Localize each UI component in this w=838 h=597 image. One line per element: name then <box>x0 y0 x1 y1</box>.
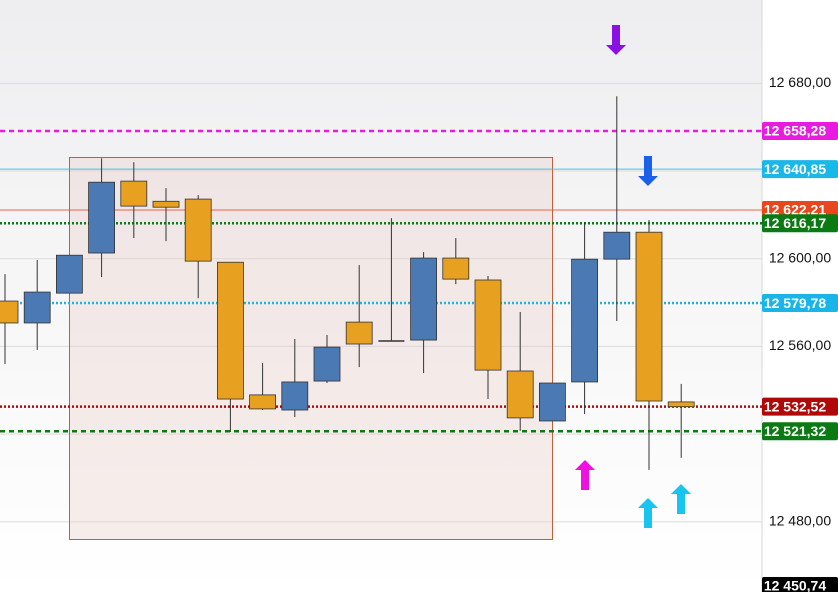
candle-body <box>603 231 631 260</box>
price-label: 12 658,28 <box>764 123 826 139</box>
candle-body <box>506 370 534 419</box>
candle-body <box>152 200 180 208</box>
candle-body <box>216 261 244 400</box>
plot-background <box>0 0 762 592</box>
y-tick-label: 12 600,00 <box>769 249 831 265</box>
price-label-box <box>762 422 838 441</box>
y-tick-label: 12 680,00 <box>769 74 831 90</box>
signals <box>575 25 691 528</box>
candle-body <box>345 321 373 345</box>
candle-body <box>249 394 277 410</box>
candle-body <box>635 231 663 402</box>
price-label: 12 622,21 <box>764 202 826 218</box>
y-tick-label: 12 560,00 <box>769 337 831 353</box>
price-label-box <box>762 121 838 140</box>
candle-body <box>313 346 341 382</box>
candle-body <box>88 181 115 254</box>
candle-body <box>0 300 19 324</box>
signal-arrow-up <box>638 498 658 528</box>
candle-body <box>667 401 695 408</box>
price-label: 12 579,78 <box>764 295 826 311</box>
candle-body <box>120 180 148 207</box>
candle-body <box>539 382 566 422</box>
signal-arrow-up <box>671 484 691 514</box>
candle-body <box>571 258 598 383</box>
price-label: 12 532,52 <box>764 398 826 414</box>
y-tick-label: 12 480,00 <box>769 513 831 529</box>
signal-arrow-down <box>638 156 658 186</box>
price-label: 12 640,85 <box>764 161 826 177</box>
price-label: 12 521,32 <box>764 423 826 439</box>
candle-body <box>474 279 502 371</box>
signal-arrow-up <box>575 460 595 490</box>
candle-body <box>281 381 309 411</box>
signal-arrow-down <box>606 25 626 55</box>
price-label-box <box>762 160 838 179</box>
price-label: 12 616,17 <box>764 215 826 231</box>
candle-body <box>410 257 438 341</box>
price-label: 12 450,74 <box>764 578 826 592</box>
candle-body <box>184 198 212 262</box>
price-label-box <box>762 397 838 416</box>
candle-body <box>442 257 470 280</box>
candle-body <box>23 291 51 324</box>
price-label-box <box>762 214 838 233</box>
price-label-box <box>762 294 838 313</box>
candle-body <box>56 254 83 294</box>
price-label-box <box>762 576 838 595</box>
range-box <box>69 157 553 540</box>
